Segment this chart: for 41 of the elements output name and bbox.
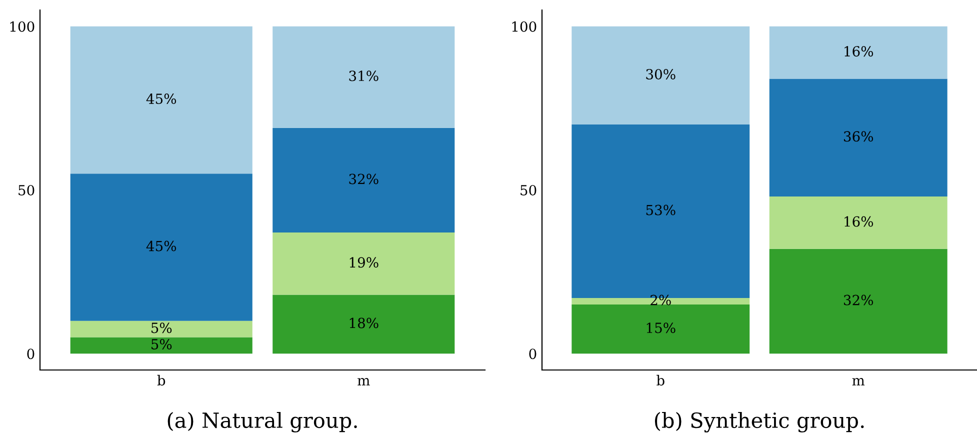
bar [272, 128, 455, 233]
x-tick-label: m [852, 378, 865, 386]
data-label: 32% [844, 294, 874, 306]
data-label: 5% [152, 322, 172, 334]
bar [70, 320, 252, 338]
data-label: 18% [350, 318, 378, 328]
bar [272, 232, 455, 295]
bar [769, 78, 948, 197]
data-label: 36% [844, 131, 874, 142]
data-label: 16% [844, 46, 874, 57]
y-tick-label: 50 [18, 184, 34, 196]
y-tick-label: 50 [520, 184, 536, 196]
data-label: 45% [146, 94, 176, 104]
bar [70, 26, 252, 174]
bar [272, 294, 455, 354]
y-tick-label: 0 [529, 348, 536, 360]
data-label: 45% [146, 240, 176, 252]
text: (a) Natural group. [168, 412, 357, 432]
x-tick-label: b [157, 374, 166, 386]
text: (b) Synthetic group. [654, 412, 864, 432]
data-label: 53% [646, 204, 676, 216]
bar [769, 248, 948, 354]
data-label: 19% [350, 257, 378, 268]
bar [70, 174, 252, 321]
data-label: 15% [646, 322, 676, 334]
data-label: 16% [844, 216, 874, 227]
x-tick-label: m [358, 378, 370, 386]
x-tick-label: b [656, 374, 664, 386]
data-label: 5% [152, 338, 172, 350]
bar [769, 196, 948, 249]
y-tick-label: 0 [27, 348, 34, 360]
y-tick-label: 100 [512, 21, 536, 32]
bar [70, 337, 252, 354]
bar [572, 304, 750, 354]
data-label: 32% [349, 174, 378, 184]
bar [272, 26, 455, 128]
data-label: 30% [646, 68, 676, 80]
bar [572, 26, 750, 125]
data-label: 31% [349, 70, 378, 82]
bar [769, 26, 948, 79]
y-tick-label: 100 [10, 21, 34, 32]
